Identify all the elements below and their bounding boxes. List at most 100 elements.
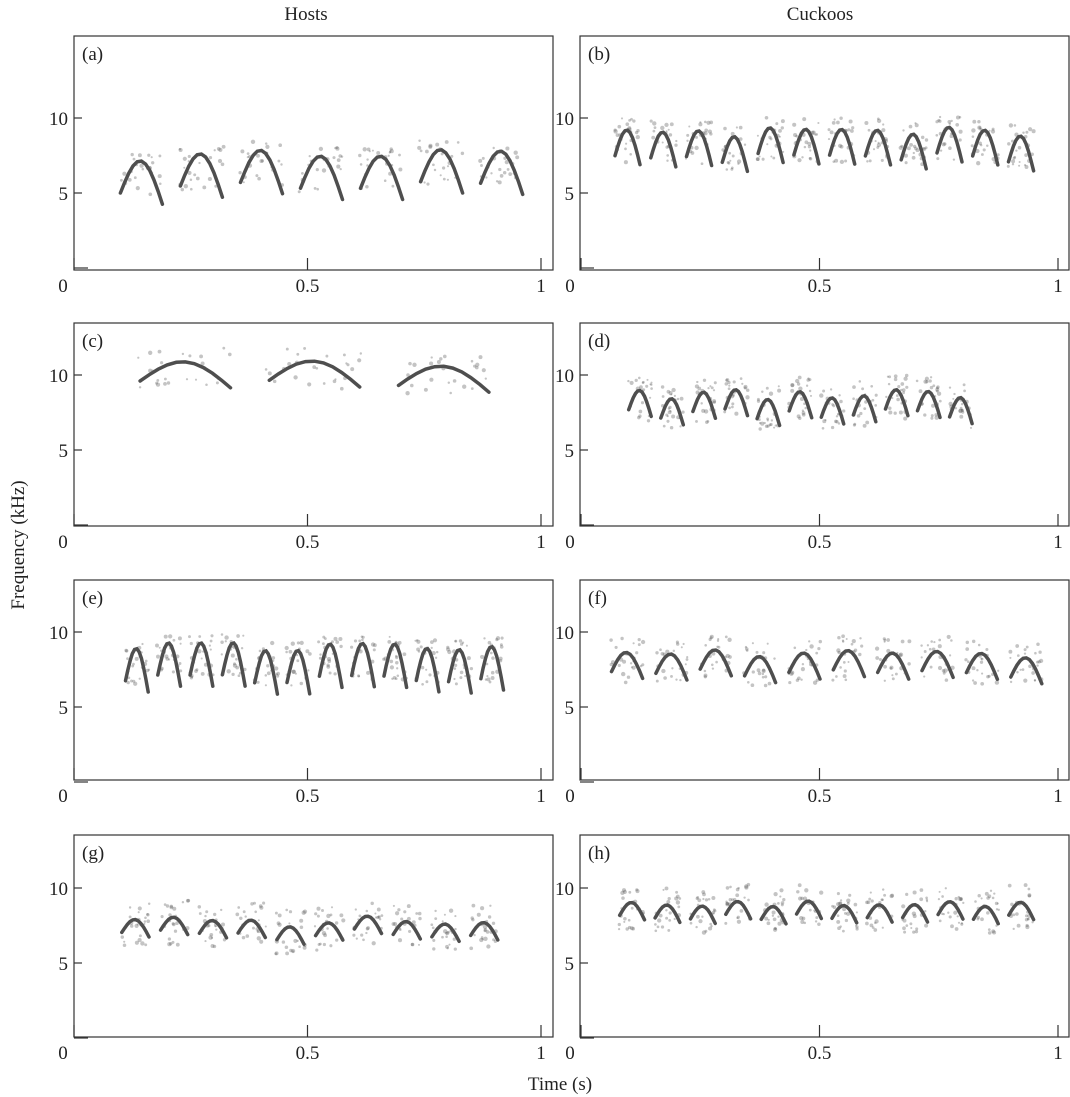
spectrogram-noise <box>242 936 246 940</box>
spectrogram-noise <box>837 892 840 895</box>
spectrogram-noise <box>406 373 410 377</box>
spectrogram-noise <box>248 155 251 158</box>
spectrogram-noise <box>437 360 441 364</box>
y-tick-label: 5 <box>59 184 69 205</box>
spectrogram-noise <box>489 931 492 934</box>
spectrogram-noise <box>341 918 345 922</box>
spectrogram-noise <box>736 126 738 128</box>
spectrogram-noise <box>396 667 398 669</box>
spectrogram-noise <box>619 657 623 661</box>
spectrogram-noise <box>492 156 496 160</box>
spectrogram-noise <box>717 640 719 642</box>
spectrogram-noise <box>407 917 411 921</box>
spectrogram-noise <box>225 640 227 642</box>
spectrogram-noise <box>822 427 825 430</box>
spectrogram-noise <box>704 675 707 678</box>
x-tick-label: 1 <box>536 786 546 807</box>
spectrogram-noise <box>980 144 982 146</box>
spectrogram-noise <box>901 919 903 921</box>
spectrogram-noise <box>323 646 327 650</box>
spectrogram-noise <box>828 402 831 405</box>
spectrogram-noise <box>139 655 142 658</box>
spectrogram-noise <box>935 120 938 123</box>
spectrogram-noise <box>776 134 780 138</box>
spectrogram-noise <box>708 654 712 658</box>
spectrogram-noise <box>270 166 272 168</box>
spectrogram-noise <box>972 135 975 138</box>
spectrogram-noise <box>379 918 381 920</box>
spectrogram-noise <box>310 160 313 163</box>
spectrogram-noise <box>498 168 501 171</box>
spectrogram-noise <box>285 646 289 650</box>
spectrogram-noise <box>433 638 437 642</box>
spectrogram-noise <box>483 929 486 932</box>
spectrogram-noise <box>199 912 202 915</box>
spectrogram-noise <box>934 395 936 397</box>
spectrogram-noise <box>948 146 952 150</box>
spectrogram-noise <box>845 679 848 682</box>
spectrogram-noise <box>195 668 198 671</box>
spectrogram-noise <box>852 639 856 643</box>
spectrogram-noise <box>329 944 332 947</box>
spectrogram-noise <box>498 180 502 184</box>
spectrogram-noise <box>238 674 241 677</box>
spectrogram-noise <box>972 679 974 681</box>
panel-label: (c) <box>82 331 103 352</box>
spectrogram-noise <box>387 640 391 644</box>
x-tick-label: 0 <box>58 1043 68 1064</box>
panel-label: (e) <box>82 588 103 609</box>
spectrogram-noise <box>297 641 300 644</box>
spectrogram-noise <box>198 905 201 908</box>
spectrogram-noise <box>280 163 282 165</box>
spectrogram-noise <box>920 913 924 917</box>
spectrogram-noise <box>951 132 954 135</box>
spectrogram-noise <box>967 660 970 663</box>
panel-label: (b) <box>588 44 610 65</box>
spectrogram-noise <box>1014 156 1017 159</box>
spectrogram-noise <box>713 908 716 911</box>
spectrogram-noise <box>790 389 794 393</box>
spectrogram-noise <box>642 381 645 384</box>
spectrogram-noise <box>980 661 983 664</box>
spectrogram-noise <box>850 151 853 154</box>
spectrogram-noise <box>167 381 170 384</box>
spectrogram-noise <box>291 949 295 953</box>
spectrogram-noise <box>731 406 734 409</box>
spectrogram-noise <box>883 894 886 897</box>
spectrogram-noise <box>884 680 886 682</box>
spectrogram-noise <box>130 170 133 173</box>
spectrogram-noise <box>947 120 951 124</box>
spectrogram-noise <box>709 132 712 135</box>
spectrogram-noise <box>904 672 907 675</box>
spectrogram-noise <box>444 914 446 916</box>
spectrogram-noise <box>415 912 418 915</box>
spectrogram-noise <box>885 659 888 662</box>
spectrogram-noise <box>837 914 840 917</box>
spectrogram-noise <box>822 419 826 423</box>
spectrogram-noise <box>177 664 180 667</box>
spectrogram-noise <box>1026 911 1029 914</box>
spectrogram-noise <box>836 121 840 125</box>
spectrogram-noise <box>676 415 680 419</box>
spectrogram-noise <box>314 912 317 915</box>
spectrogram-noise <box>659 648 662 651</box>
spectrogram-noise <box>644 397 647 400</box>
spectrogram-noise <box>713 389 715 391</box>
spectrogram-noise <box>1030 153 1034 157</box>
spectrogram-noise <box>400 917 403 920</box>
spectrogram-noise <box>768 136 771 139</box>
y-tick-label: 10 <box>49 623 68 644</box>
spectrogram-noise <box>239 672 242 675</box>
spectrogram-noise <box>293 939 297 943</box>
spectrogram-noise <box>354 639 357 642</box>
spectrogram-noise <box>182 353 184 355</box>
spectrogram-noise <box>185 926 189 930</box>
spectrogram-noise <box>918 152 922 156</box>
spectrogram-noise <box>983 148 986 151</box>
spectrogram-noise <box>670 122 674 126</box>
spectrogram-noise <box>360 187 363 190</box>
spectrogram-noise <box>909 922 912 925</box>
spectrogram-noise <box>980 682 984 686</box>
spectrogram-noise <box>125 649 128 652</box>
spectrogram-noise <box>836 902 840 906</box>
